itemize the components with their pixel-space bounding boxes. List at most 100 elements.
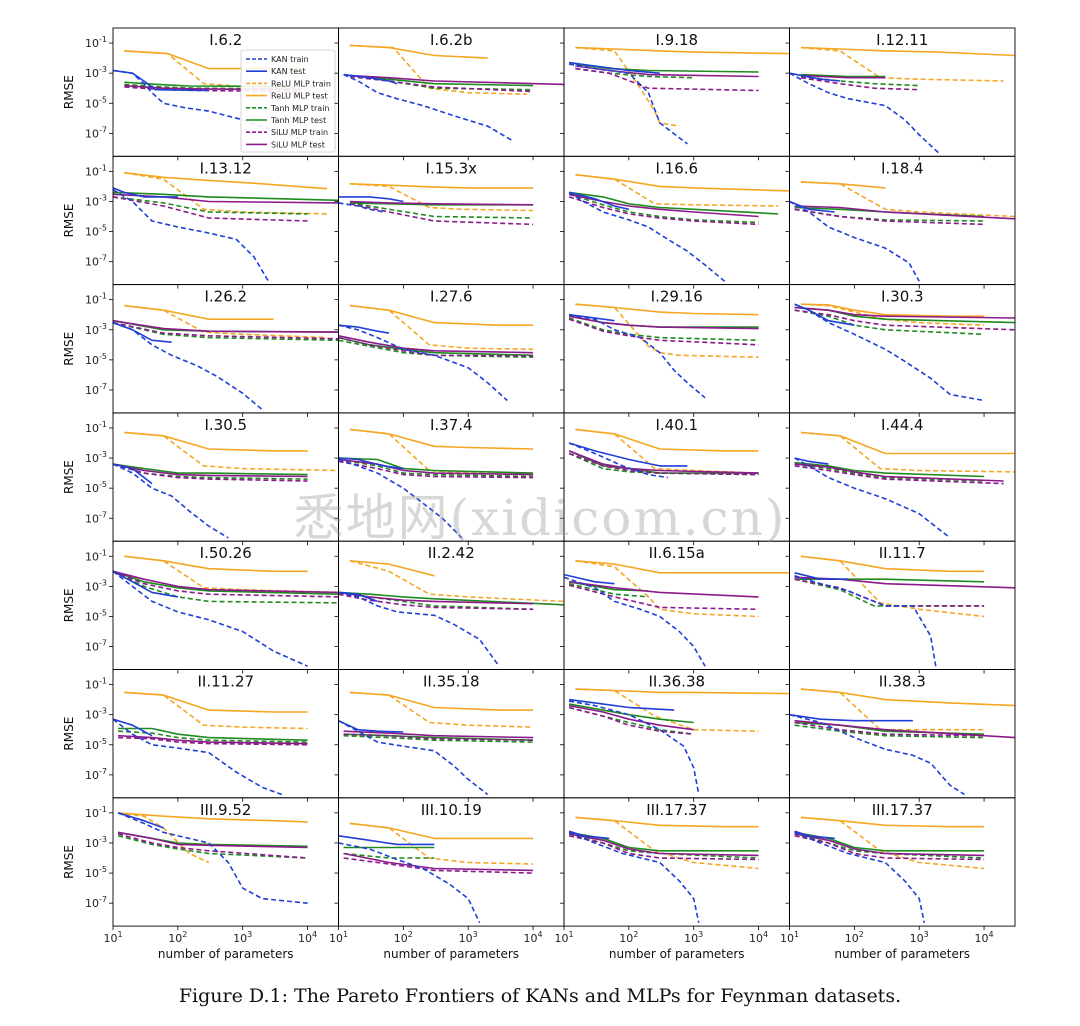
panel-4: I.12.11 [785, 27, 1016, 161]
y-axis-label: RMSE [62, 845, 76, 879]
panel-8: I.18.4 [785, 155, 1016, 289]
y-tick-label: 10-5 [85, 480, 107, 495]
series-line-kan-train [113, 463, 229, 539]
x-tick-label: 102 [619, 930, 638, 945]
series-line-silu-test [338, 335, 534, 354]
series-line-relu-train [124, 172, 328, 215]
series-line-kan-train [568, 191, 726, 282]
series-line-kan-train [343, 73, 514, 142]
series-line-relu-test [349, 560, 435, 577]
panel-series [564, 560, 790, 667]
series-line-relu-train [124, 304, 328, 339]
series-line-kan-test [794, 830, 835, 840]
series-line-kan-test [343, 73, 398, 85]
series-line-kan-train [338, 202, 384, 213]
series-line-silu-train [113, 463, 308, 482]
series-line-relu-train [800, 181, 1015, 218]
x-tick-label: 102 [394, 930, 413, 945]
series-line-silu-test [568, 833, 759, 857]
series-line-silu-train [794, 721, 985, 737]
series-line-kan-train [568, 700, 700, 795]
y-tick-label: 10-3 [85, 322, 107, 337]
panel-series [794, 816, 985, 923]
series-line-silu-train [338, 460, 534, 479]
series-line-kan-train [794, 831, 926, 923]
series-line-relu-test [124, 172, 328, 190]
series-line-relu-test [124, 691, 308, 713]
x-axis-label: number of parameters [158, 947, 294, 961]
series-line-kan-train [794, 457, 951, 539]
x-axis-label: number of parameters [834, 947, 970, 961]
panel-27: III.17.37 101 102 103 104 number of parameter… [554, 797, 790, 961]
panel-series [789, 181, 1015, 282]
y-tick-label: 10-7 [85, 639, 107, 654]
panel-title: I.26.2 [204, 288, 247, 306]
panel-series [113, 431, 339, 539]
x-axis-label: number of parameters [383, 947, 519, 961]
series-line-kan-test [568, 191, 630, 211]
panel-series [113, 304, 339, 411]
series-line-tanh-test [338, 457, 534, 474]
panel-series [568, 816, 759, 923]
panel-title: II.36.38 [648, 673, 705, 691]
series-line-silu-test [794, 833, 985, 857]
panel-series [568, 688, 790, 795]
legend-entry: SiLU MLP test [271, 140, 325, 149]
y-tick-label: 10-1 [85, 677, 107, 692]
series-line-tanh-train [113, 570, 339, 604]
panel-21: II.11.27 10-1 10-3 10-5 10-7 RMSE [62, 669, 339, 802]
panel-title: I.30.5 [204, 416, 247, 434]
series-line-tanh-train [343, 734, 534, 743]
legend-entry: KAN test [271, 67, 305, 76]
x-tick-label: 103 [459, 930, 478, 945]
panel-15: I.40.1 [560, 412, 790, 546]
panel-19: II.6.15a [560, 540, 790, 674]
series-line-relu-test [349, 822, 534, 840]
panel-17: I.50.26 10-1 10-3 10-5 10-7 RMSE [62, 540, 339, 674]
series-line-relu-train [575, 303, 759, 358]
series-line-tanh-train [338, 458, 534, 478]
series-line-kan-train [113, 570, 308, 667]
series-line-tanh-train [568, 193, 759, 224]
panel-series [113, 555, 339, 667]
series-line-relu-train [575, 173, 779, 207]
series-line-silu-train [568, 706, 694, 735]
panel-series [338, 822, 534, 924]
series-line-kan-test [338, 324, 390, 334]
series-line-relu-train [575, 560, 759, 618]
panel-10: I.27.6 [334, 284, 565, 417]
series-line-kan-train [568, 313, 706, 399]
x-tick-label: 104 [749, 930, 768, 945]
series-line-kan-test [568, 698, 675, 711]
series-line-silu-train [118, 736, 308, 746]
series-line-kan-test [338, 457, 404, 470]
series-line-kan-test [113, 718, 153, 737]
series-line-silu-test [343, 730, 534, 739]
series-line-kan-train [789, 72, 940, 154]
panel-title: II.6.15a [649, 544, 705, 562]
panel-title: III.10.19 [421, 801, 482, 819]
series-line-silu-test [794, 205, 1015, 220]
series-line-kan-test [794, 303, 855, 326]
y-tick-label: 10-3 [85, 707, 107, 722]
series-line-kan-train [564, 576, 706, 667]
series-line-silu-train [113, 570, 339, 598]
series-line-tanh-train [568, 452, 759, 476]
panel-25: III.9.52 101 102 103 104 10-1 10-3 10-5 10-7 RMSE… [62, 797, 339, 961]
series-line-relu-train [349, 560, 564, 603]
series-line-silu-train [794, 465, 1004, 485]
series-line-kan-train [338, 458, 463, 539]
series-line-silu-train [343, 733, 534, 741]
series-line-relu-test [800, 181, 886, 189]
series-line-kan-test [568, 61, 660, 74]
y-tick-label: 10-1 [85, 292, 107, 307]
x-axis-label: number of parameters [609, 947, 745, 961]
panel-20: II.11.7 [785, 540, 1016, 674]
panel-title: I.6.2 [209, 31, 242, 49]
series-line-kan-train [338, 842, 481, 924]
series-line-tanh-test [794, 461, 985, 478]
x-tick-label: 101 [780, 930, 799, 945]
series-line-relu-train [124, 431, 339, 472]
x-tick-label: 104 [298, 930, 317, 945]
